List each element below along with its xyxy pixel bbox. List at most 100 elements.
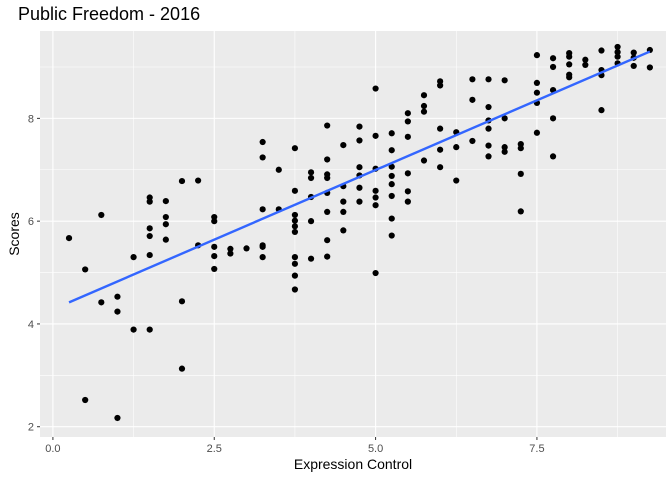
data-point xyxy=(307,174,315,182)
data-point xyxy=(114,293,121,300)
y-tick-label: 6 xyxy=(28,216,34,228)
y-axis-label: Scores xyxy=(6,212,22,256)
data-point xyxy=(420,108,428,115)
data-point xyxy=(372,202,379,209)
data-point xyxy=(501,148,508,155)
data-point xyxy=(388,192,395,200)
data-point xyxy=(404,188,411,195)
data-point xyxy=(388,130,395,137)
data-point xyxy=(630,49,637,56)
data-point xyxy=(372,187,379,194)
data-point xyxy=(227,245,234,253)
chart-title: Public Freedom - 2016 xyxy=(18,4,200,24)
y-tick-label: 8 xyxy=(28,113,34,125)
data-point xyxy=(130,254,137,261)
data-point xyxy=(614,48,621,56)
data-point xyxy=(243,245,250,252)
data-point xyxy=(469,96,476,103)
data-point xyxy=(646,64,653,71)
data-point xyxy=(162,221,169,228)
data-point xyxy=(420,92,428,99)
data-point xyxy=(566,74,573,81)
data-point xyxy=(291,254,299,261)
data-point xyxy=(324,122,331,129)
data-point xyxy=(437,82,444,89)
data-point xyxy=(211,252,218,260)
data-point xyxy=(227,250,234,257)
data-point xyxy=(130,326,137,333)
data-point xyxy=(146,326,153,333)
data-point xyxy=(372,85,379,92)
data-point xyxy=(356,123,363,130)
data-point xyxy=(549,153,557,160)
data-point xyxy=(211,218,218,225)
data-point xyxy=(372,132,379,139)
data-point xyxy=(420,157,428,164)
data-point xyxy=(388,163,395,170)
y-tick-label: 2 xyxy=(28,422,34,434)
data-point xyxy=(291,211,299,219)
data-point xyxy=(307,169,315,176)
data-point xyxy=(501,144,508,151)
data-point xyxy=(614,53,621,60)
data-point xyxy=(598,47,605,54)
data-point xyxy=(485,103,492,111)
data-point xyxy=(98,299,105,306)
data-point xyxy=(388,215,395,222)
data-point xyxy=(517,145,524,152)
x-tick-label: 5.0 xyxy=(368,443,383,455)
plot-panel xyxy=(40,31,666,437)
data-point xyxy=(533,89,541,96)
data-point xyxy=(437,125,444,132)
data-point xyxy=(291,286,299,293)
data-point xyxy=(485,142,492,149)
y-tick-label: 4 xyxy=(28,319,34,331)
data-point xyxy=(356,184,363,191)
data-point xyxy=(549,63,557,71)
data-point xyxy=(469,137,476,145)
data-point xyxy=(146,251,153,259)
data-point xyxy=(598,107,605,114)
x-tick-label: 2.5 xyxy=(207,443,222,455)
data-point xyxy=(275,166,282,173)
data-point xyxy=(517,170,524,177)
data-point xyxy=(533,129,541,136)
data-point xyxy=(404,198,411,205)
data-point xyxy=(324,156,331,163)
data-point xyxy=(469,76,476,83)
data-point xyxy=(114,414,121,422)
data-point xyxy=(324,208,331,216)
data-point xyxy=(178,177,186,185)
data-point xyxy=(291,187,299,194)
data-point xyxy=(291,228,299,236)
data-point xyxy=(388,147,395,154)
data-point xyxy=(356,164,363,171)
data-point xyxy=(501,77,508,84)
data-point xyxy=(324,237,331,244)
data-point xyxy=(162,198,169,205)
data-point xyxy=(566,53,573,60)
data-point xyxy=(404,118,411,125)
data-point xyxy=(162,213,169,221)
data-point xyxy=(259,243,266,250)
data-point xyxy=(501,115,508,122)
data-point xyxy=(388,181,395,188)
grid-lines xyxy=(40,31,666,437)
data-point xyxy=(324,174,331,182)
data-point xyxy=(114,308,121,315)
data-point xyxy=(630,62,637,70)
data-point xyxy=(517,208,524,215)
trend-line xyxy=(68,50,651,304)
data-point xyxy=(178,365,186,372)
data-point xyxy=(356,137,363,144)
trend-line-group xyxy=(68,50,651,304)
data-point xyxy=(372,269,379,277)
data-point xyxy=(162,236,169,243)
data-point xyxy=(259,206,266,213)
data-point xyxy=(420,102,428,110)
data-point xyxy=(340,227,347,234)
data-point xyxy=(259,154,266,161)
data-point xyxy=(259,138,266,146)
data-point xyxy=(307,255,315,262)
